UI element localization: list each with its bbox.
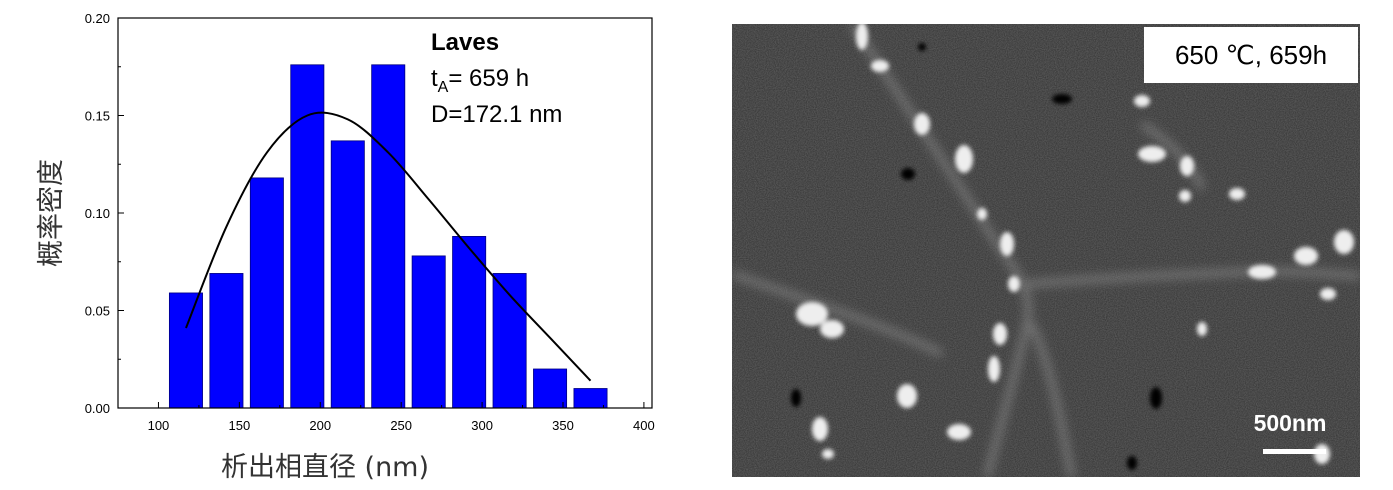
histogram-bar (249, 177, 284, 409)
sem-micrograph: 650 ℃, 659h 500nm (732, 24, 1360, 477)
x-tick-label: 100 (148, 418, 170, 433)
scale-bar (1263, 449, 1326, 454)
grain-boundaries (732, 24, 1360, 477)
y-tick-label: 0.05 (85, 304, 110, 319)
annotation-time-subscript: A (438, 79, 449, 96)
scale-bar-label: 500nm (1253, 410, 1327, 436)
x-tick-label: 250 (390, 418, 412, 433)
x-tick-label: 400 (633, 418, 655, 433)
histogram-bar (209, 273, 244, 409)
annotation-diameter: D=172.1 nm (431, 101, 562, 128)
y-tick-label: 0.00 (85, 401, 110, 416)
histogram-bar (573, 388, 608, 409)
histogram-bar (371, 64, 406, 409)
histogram-bar (411, 255, 446, 409)
histogram-bar (533, 368, 568, 409)
x-tick-label: 300 (471, 418, 493, 433)
histogram-chart: 100 150 200 250 300 350 400 0.00 0.05 0.10 0.15 0.2… (36, 11, 655, 483)
fit-curve (185, 111, 592, 382)
x-axis-label: 析出相直径 (nm) (221, 452, 429, 483)
annotation-time: tA= 659 h (431, 65, 529, 96)
y-axis-label: 概率密度 (36, 159, 67, 267)
condition-label: 650 ℃, 659h (1144, 27, 1358, 83)
y-tick-label: 0.15 (85, 109, 110, 124)
annotation-title: Laves (431, 29, 499, 56)
x-tick-label: 150 (229, 418, 251, 433)
histogram-bar (168, 292, 203, 409)
x-tick-label: 200 (309, 418, 331, 433)
histogram-bar (330, 140, 365, 409)
histogram-bar (452, 235, 487, 409)
annotation-time-t: t (431, 65, 438, 92)
y-tick-label: 0.20 (85, 11, 110, 26)
x-tick-label: 350 (552, 418, 574, 433)
y-tick-label: 0.10 (85, 206, 110, 221)
sem-image-texture (732, 24, 1360, 477)
dark-voids (791, 43, 1162, 470)
annotation-time-value: = 659 h (448, 65, 529, 92)
